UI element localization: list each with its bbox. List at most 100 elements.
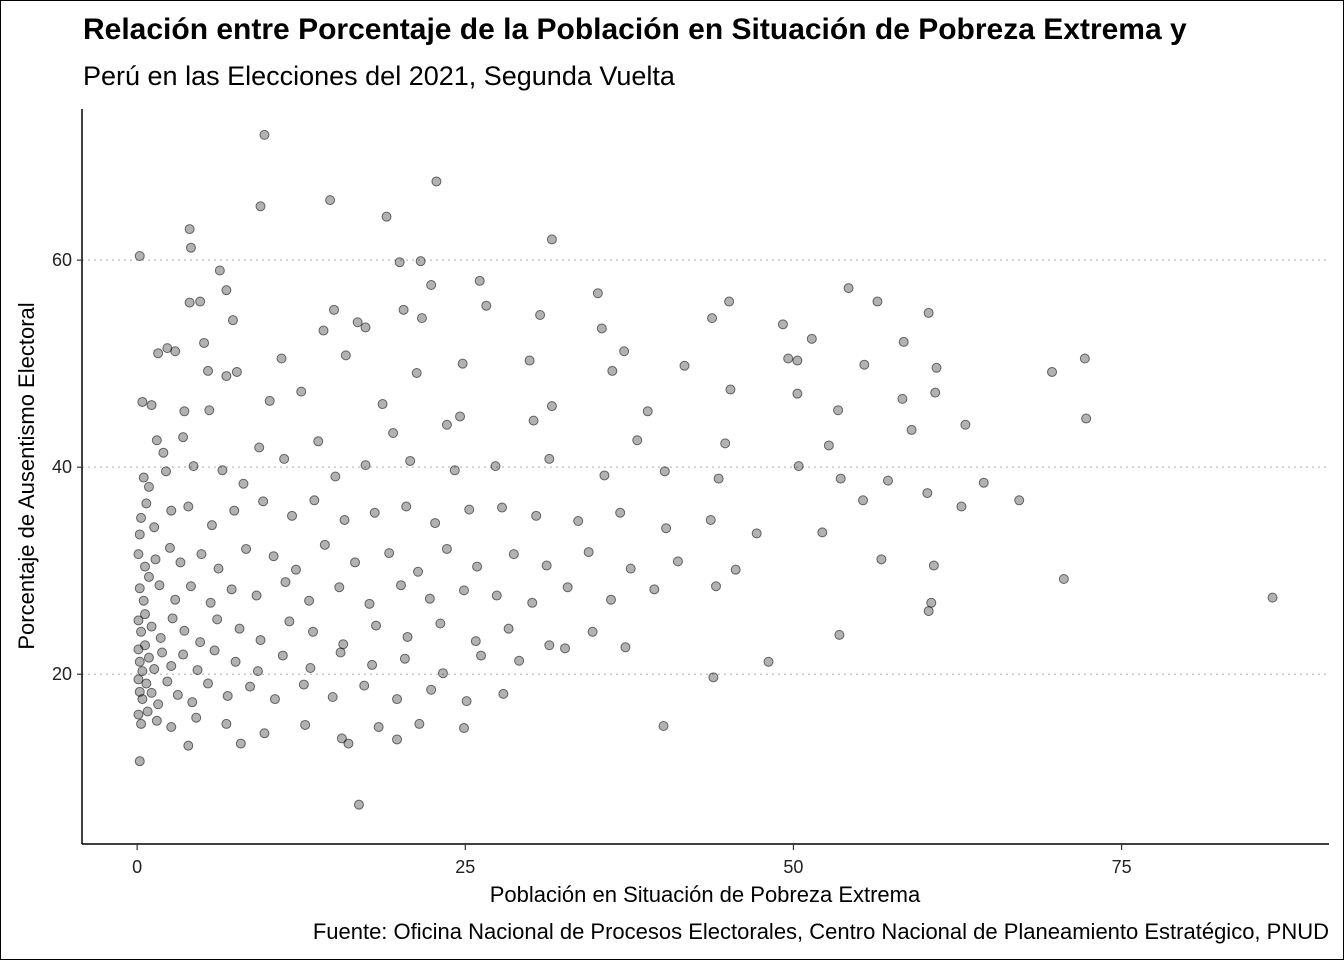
data-point [906,424,917,435]
data-point [730,564,741,575]
data-point [192,665,203,676]
data-point [497,502,508,513]
data-point [184,224,195,235]
data-point [377,399,388,410]
data-point [205,597,216,608]
data-point [195,296,206,307]
data-point [415,256,426,267]
gridlines [82,259,1329,675]
data-point [373,722,384,733]
data-point [335,647,346,658]
data-point [146,687,157,698]
data-point [204,405,215,416]
data-point [449,465,460,476]
data-point [642,406,653,417]
data-point [435,618,446,629]
data-point [546,234,557,245]
data-point [213,563,224,574]
data-point [960,419,971,430]
data-point [956,501,967,512]
data-point [222,690,233,701]
data-point [1014,495,1025,506]
data-point [134,251,145,261]
data-point [583,547,594,558]
data-point [596,323,607,334]
data-point [241,543,252,554]
data-point [143,481,154,492]
data-point [185,581,196,592]
data-point [183,740,194,751]
data-point [157,647,168,658]
data-point [858,495,869,506]
data-point [476,650,487,661]
data-point [140,561,151,572]
data-point [142,706,153,717]
data-point [369,507,380,518]
data-point [308,626,319,637]
data-point [149,522,160,533]
data-point [474,275,485,286]
data-point [359,680,370,691]
data-point [751,528,762,539]
data-point [455,411,466,422]
data-point [437,668,448,679]
data-point [395,580,406,591]
data-point [401,501,412,512]
data-point [268,551,279,562]
data-point [133,709,144,720]
data-point [280,577,291,588]
data-point [158,447,169,458]
data-point [134,529,145,540]
data-point [394,257,405,268]
data-point [360,322,371,333]
data-point [206,520,217,531]
data-point [392,734,403,745]
data-point [259,129,270,140]
data-point [544,640,555,651]
data-point [162,676,173,687]
data-point [170,594,181,605]
data-point [413,566,424,577]
data-point [461,696,472,707]
data-point [251,590,262,601]
data-point [658,720,669,731]
data-point [381,211,392,222]
data-point [430,518,441,529]
data-point [238,478,249,489]
data-point [560,643,571,654]
data-point [300,719,311,730]
data-point [367,659,378,670]
data-point [930,387,941,398]
data-point [792,355,803,366]
data-point [882,475,893,486]
data-point [334,582,345,593]
data-point [252,666,263,677]
data-point [298,679,309,690]
data-point [424,593,435,604]
data-point [605,594,616,605]
data-point [137,396,148,407]
data-point [269,694,280,705]
data-point [793,461,804,472]
data-point [134,583,145,594]
data-point [625,563,636,574]
data-point [175,557,186,568]
data-point [258,496,269,507]
data-point [188,461,199,472]
data-point [313,436,324,447]
data-point [276,353,287,364]
data-point [859,359,870,370]
data-point [414,718,425,729]
data-point [167,613,178,624]
data-point [217,465,228,476]
data-point [405,455,416,466]
data-point [235,738,246,749]
data-point [184,297,195,308]
data-point [279,453,290,464]
data-point [724,296,735,307]
data-point [138,595,149,606]
data-point [327,692,338,702]
data-point [544,453,555,464]
data-point [508,549,519,560]
